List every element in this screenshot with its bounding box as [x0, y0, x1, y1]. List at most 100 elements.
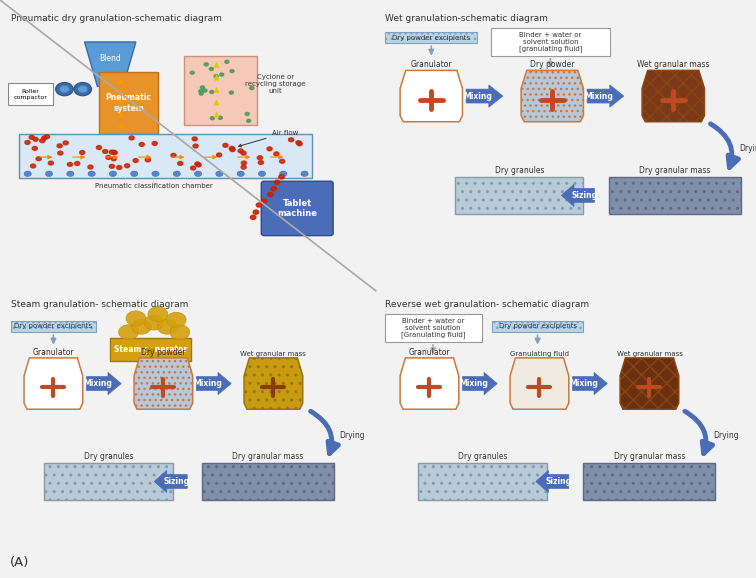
- Bar: [455, 176, 584, 214]
- Circle shape: [171, 153, 176, 157]
- Text: Granulator: Granulator: [411, 60, 452, 69]
- Polygon shape: [85, 42, 136, 86]
- Text: Sizing: Sizing: [571, 191, 597, 200]
- Circle shape: [145, 158, 150, 162]
- Circle shape: [238, 149, 243, 153]
- Polygon shape: [400, 71, 463, 122]
- Circle shape: [199, 90, 203, 92]
- Circle shape: [78, 85, 88, 93]
- Circle shape: [215, 171, 223, 176]
- Text: Dry powder excipients: Dry powder excipients: [392, 35, 470, 40]
- Circle shape: [225, 60, 229, 64]
- Circle shape: [194, 171, 202, 176]
- Bar: [491, 321, 584, 332]
- Bar: [44, 462, 172, 500]
- Polygon shape: [24, 358, 82, 409]
- Circle shape: [200, 92, 203, 95]
- Circle shape: [48, 161, 54, 165]
- Text: Dry granules: Dry granules: [84, 451, 133, 461]
- Polygon shape: [562, 184, 594, 206]
- Text: Binder + water or
solvent solution
[Granulating fluid]: Binder + water or solvent solution [Gran…: [401, 318, 466, 339]
- Polygon shape: [154, 470, 187, 492]
- Circle shape: [250, 215, 256, 220]
- Circle shape: [237, 171, 244, 176]
- Circle shape: [262, 199, 267, 203]
- Circle shape: [132, 319, 151, 334]
- Text: Mixing: Mixing: [584, 91, 613, 101]
- Circle shape: [42, 136, 47, 140]
- Text: Dry granular mass: Dry granular mass: [614, 451, 685, 461]
- Text: Dry powder excipients: Dry powder excipients: [14, 324, 92, 329]
- Bar: [19, 134, 312, 178]
- Circle shape: [257, 155, 262, 160]
- Text: Wet granular mass: Wet granular mass: [616, 350, 683, 357]
- Circle shape: [191, 166, 196, 170]
- Text: Dry powder: Dry powder: [141, 347, 186, 357]
- Circle shape: [112, 151, 117, 154]
- Polygon shape: [521, 71, 584, 122]
- Circle shape: [57, 144, 62, 148]
- Text: Binder + water or
solvent solution
[granulating fluid]: Binder + water or solvent solution [gran…: [519, 32, 582, 53]
- Circle shape: [220, 73, 224, 76]
- Circle shape: [218, 116, 222, 119]
- Text: Steam generator: Steam generator: [114, 345, 187, 354]
- Polygon shape: [134, 358, 193, 409]
- Circle shape: [109, 171, 116, 176]
- Circle shape: [274, 152, 279, 156]
- Circle shape: [196, 163, 201, 167]
- Circle shape: [88, 165, 93, 169]
- Circle shape: [170, 325, 190, 340]
- Circle shape: [191, 71, 194, 74]
- Circle shape: [139, 143, 144, 146]
- Text: Pneumatic dry granulation-schematic diagram: Pneumatic dry granulation-schematic diag…: [11, 14, 222, 23]
- Bar: [419, 462, 547, 500]
- Circle shape: [152, 171, 160, 176]
- Polygon shape: [400, 358, 459, 409]
- Circle shape: [274, 180, 280, 184]
- Text: Drying: Drying: [739, 144, 756, 153]
- Circle shape: [45, 135, 49, 139]
- Circle shape: [245, 112, 249, 116]
- Text: Mixing: Mixing: [82, 379, 112, 388]
- Circle shape: [33, 138, 38, 141]
- Circle shape: [246, 119, 251, 123]
- Circle shape: [45, 171, 53, 176]
- Text: Air flow: Air flow: [239, 130, 298, 147]
- FancyBboxPatch shape: [8, 83, 53, 105]
- Circle shape: [259, 161, 264, 165]
- Text: Dry powder: Dry powder: [530, 60, 575, 69]
- Circle shape: [96, 146, 101, 150]
- Circle shape: [271, 187, 277, 191]
- Bar: [386, 32, 477, 43]
- Text: Reverse wet granulation- schematic diagram: Reverse wet granulation- schematic diagr…: [386, 300, 590, 309]
- Circle shape: [203, 89, 207, 92]
- Bar: [110, 338, 191, 361]
- Circle shape: [111, 150, 116, 154]
- Text: Dry granules: Dry granules: [494, 165, 544, 175]
- Text: Drying: Drying: [714, 431, 739, 440]
- Bar: [584, 462, 715, 500]
- Circle shape: [133, 158, 138, 162]
- Polygon shape: [587, 85, 624, 107]
- Circle shape: [173, 171, 181, 176]
- FancyBboxPatch shape: [385, 314, 482, 343]
- Circle shape: [30, 164, 36, 168]
- Bar: [202, 462, 334, 500]
- Polygon shape: [620, 358, 679, 409]
- Text: Pneumatic classification chamber: Pneumatic classification chamber: [95, 183, 213, 190]
- Text: Mixing: Mixing: [193, 379, 222, 388]
- Circle shape: [129, 136, 135, 140]
- Circle shape: [144, 315, 164, 330]
- Circle shape: [67, 162, 73, 166]
- Circle shape: [67, 171, 74, 176]
- Text: Dry granules: Dry granules: [458, 451, 507, 461]
- Circle shape: [241, 151, 246, 155]
- Text: Dry granular mass: Dry granular mass: [232, 451, 304, 461]
- Circle shape: [25, 140, 30, 144]
- Circle shape: [106, 155, 111, 160]
- Text: Mixing: Mixing: [459, 379, 488, 388]
- Circle shape: [223, 143, 228, 147]
- Text: Sizing: Sizing: [164, 477, 190, 486]
- Circle shape: [268, 192, 273, 197]
- Circle shape: [296, 140, 301, 144]
